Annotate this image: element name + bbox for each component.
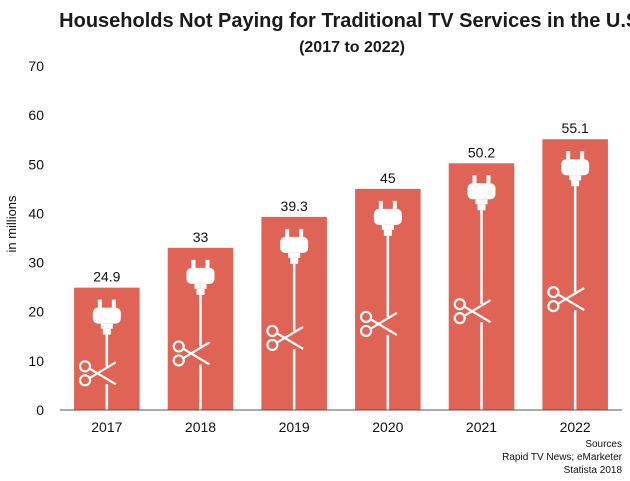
bars: 24.9 33 39.3 45 50.2 55.1 — [74, 120, 608, 411]
x-tick-label: 2017 — [91, 419, 122, 435]
source-heading: Sources — [585, 439, 622, 450]
bar-value-label: 45 — [380, 170, 396, 186]
bar-group — [355, 188, 421, 410]
scissors-icon — [78, 360, 117, 387]
x-tick-label: 2018 — [185, 419, 216, 435]
bar-value-label: 50.2 — [468, 144, 495, 160]
bar-group — [448, 163, 515, 410]
bar-group — [74, 287, 140, 410]
bar-value-label: 24.9 — [93, 269, 120, 285]
y-tick-label: 40 — [28, 205, 44, 221]
x-tick-label: 2022 — [560, 419, 591, 435]
bar-value-label: 55.1 — [562, 120, 589, 136]
y-tick-label: 20 — [28, 304, 44, 320]
bar-value-label: 33 — [193, 229, 209, 245]
scissors-icon — [453, 298, 492, 325]
scissors-icon — [266, 324, 304, 352]
scissors-icon — [172, 340, 211, 367]
y-tick-label: 60 — [28, 107, 44, 123]
scissors-icon — [359, 310, 398, 338]
unplugged-cord-icon — [453, 175, 496, 410]
chart-subtitle: (2017 to 2022) — [299, 39, 405, 56]
unplugged-cord-icon — [78, 299, 121, 410]
y-tick-label: 30 — [28, 255, 44, 271]
unplugged-cord-icon — [359, 200, 402, 410]
bar-group — [261, 216, 327, 410]
unplugged-cord-icon — [172, 259, 215, 410]
x-tick-label: 2021 — [466, 419, 497, 435]
scissors-icon — [547, 286, 585, 313]
y-tick-label: 70 — [28, 58, 44, 74]
unplugged-cord-icon — [547, 151, 590, 410]
y-axis-ticks: 0 10 20 30 40 50 60 70 — [28, 58, 44, 418]
y-tick-label: 10 — [28, 353, 44, 369]
bar-value-label: 39.3 — [281, 198, 308, 214]
y-tick-label: 0 — [36, 402, 44, 418]
chart-title: Households Not Paying for Traditional TV… — [59, 10, 630, 32]
y-tick-label: 50 — [28, 156, 44, 172]
x-axis-ticks: 2017 2018 2019 2020 2021 2022 — [91, 419, 591, 435]
source-copyright: Statista 2018 — [564, 465, 623, 476]
unplugged-cord-icon — [266, 228, 309, 410]
y-axis-label: in millions — [4, 195, 19, 253]
source-names: Rapid TV News; eMarketer — [502, 452, 623, 463]
x-tick-label: 2020 — [372, 419, 403, 435]
bar-group — [167, 247, 234, 410]
x-tick-label: 2019 — [279, 419, 310, 435]
bar-group — [542, 139, 608, 411]
